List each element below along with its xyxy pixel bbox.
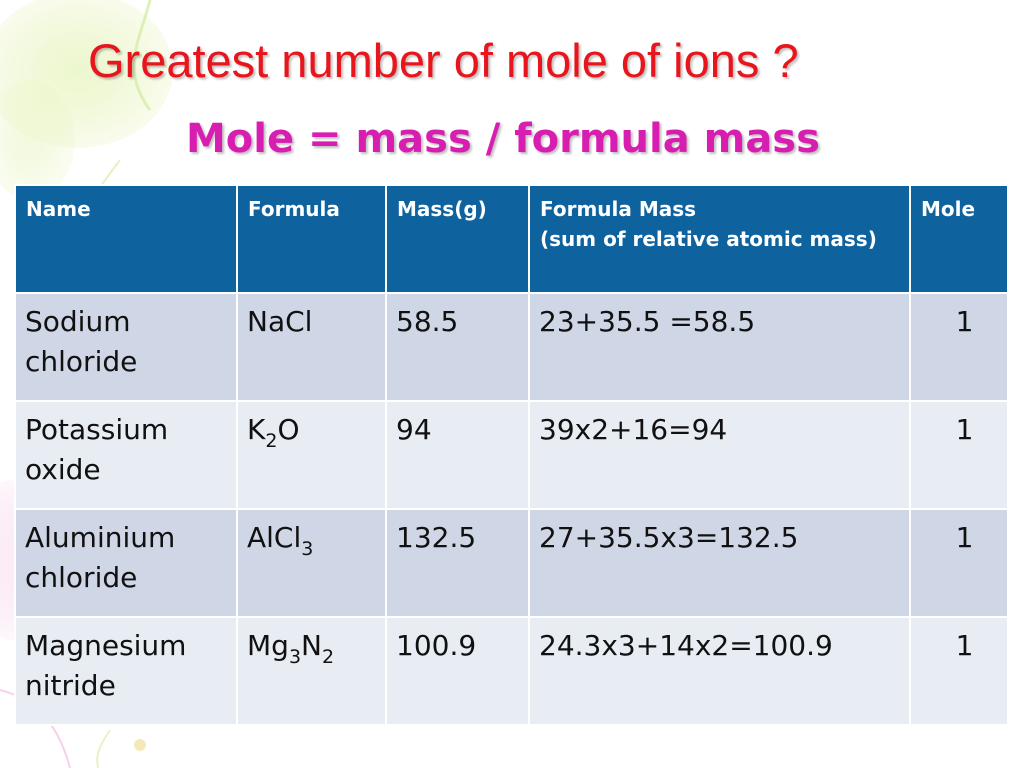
header-formula-mass: Formula Mass (sum of relative atomic mas…	[528, 184, 911, 294]
cell-formula-mass: 24.3x3+14x2=100.9	[528, 616, 911, 726]
slide-title: Greatest number of mole of ions ?	[88, 34, 799, 87]
cell-name: Aluminium chloride	[14, 508, 238, 618]
cell-name: Sodium chloride	[14, 292, 238, 402]
header-mole: Mole	[909, 184, 1009, 294]
formula-subscript: 3	[288, 646, 302, 668]
table-header-row: Name Formula Mass(g) Formula Mass (sum o…	[14, 184, 1009, 294]
table-row: Aluminium chloride AlCl3 132.5 27+35.5x3…	[14, 508, 1009, 618]
formula-subscript: 2	[265, 430, 278, 452]
cell-name: Magnesium nitride	[14, 616, 238, 726]
header-name: Name	[14, 184, 238, 294]
cell-formula: AlCl3	[236, 508, 387, 618]
cell-formula-mass: 39x2+16=94	[528, 400, 911, 510]
cell-mole: 1	[909, 292, 1009, 402]
slide-subtitle: Mole = mass / formula mass	[186, 116, 820, 162]
cell-mass: 94	[385, 400, 530, 510]
header-formula-mass-note: (sum of relative atomic mass)	[540, 227, 877, 251]
cell-mass: 132.5	[385, 508, 530, 618]
table-row: Sodium chloride NaCl 58.5 23+35.5 =58.5 …	[14, 292, 1009, 402]
cell-mole: 1	[909, 400, 1009, 510]
table-row: Magnesium nitride Mg3N2 100.9 24.3x3+14x…	[14, 616, 1009, 726]
formula-subscript: 2	[321, 646, 335, 668]
header-mass: Mass(g)	[385, 184, 530, 294]
cell-formula: NaCl	[236, 292, 387, 402]
cell-formula: K2O	[236, 400, 387, 510]
cell-formula-mass: 23+35.5 =58.5	[528, 292, 911, 402]
cell-formula: Mg3N2	[236, 616, 387, 726]
header-formula-mass-title: Formula Mass	[540, 197, 697, 221]
mole-table: Name Formula Mass(g) Formula Mass (sum o…	[14, 184, 1009, 726]
table-row: Potassium oxide K2O 94 39x2+16=94 1	[14, 400, 1009, 510]
cell-mass: 58.5	[385, 292, 530, 402]
cell-mole: 1	[909, 508, 1009, 618]
formula-subscript: 3	[301, 538, 314, 560]
cell-mole: 1	[909, 616, 1009, 726]
cell-formula-mass: 27+35.5x3=132.5	[528, 508, 911, 618]
header-formula: Formula	[236, 184, 387, 294]
cell-name: Potassium oxide	[14, 400, 238, 510]
cell-mass: 100.9	[385, 616, 530, 726]
